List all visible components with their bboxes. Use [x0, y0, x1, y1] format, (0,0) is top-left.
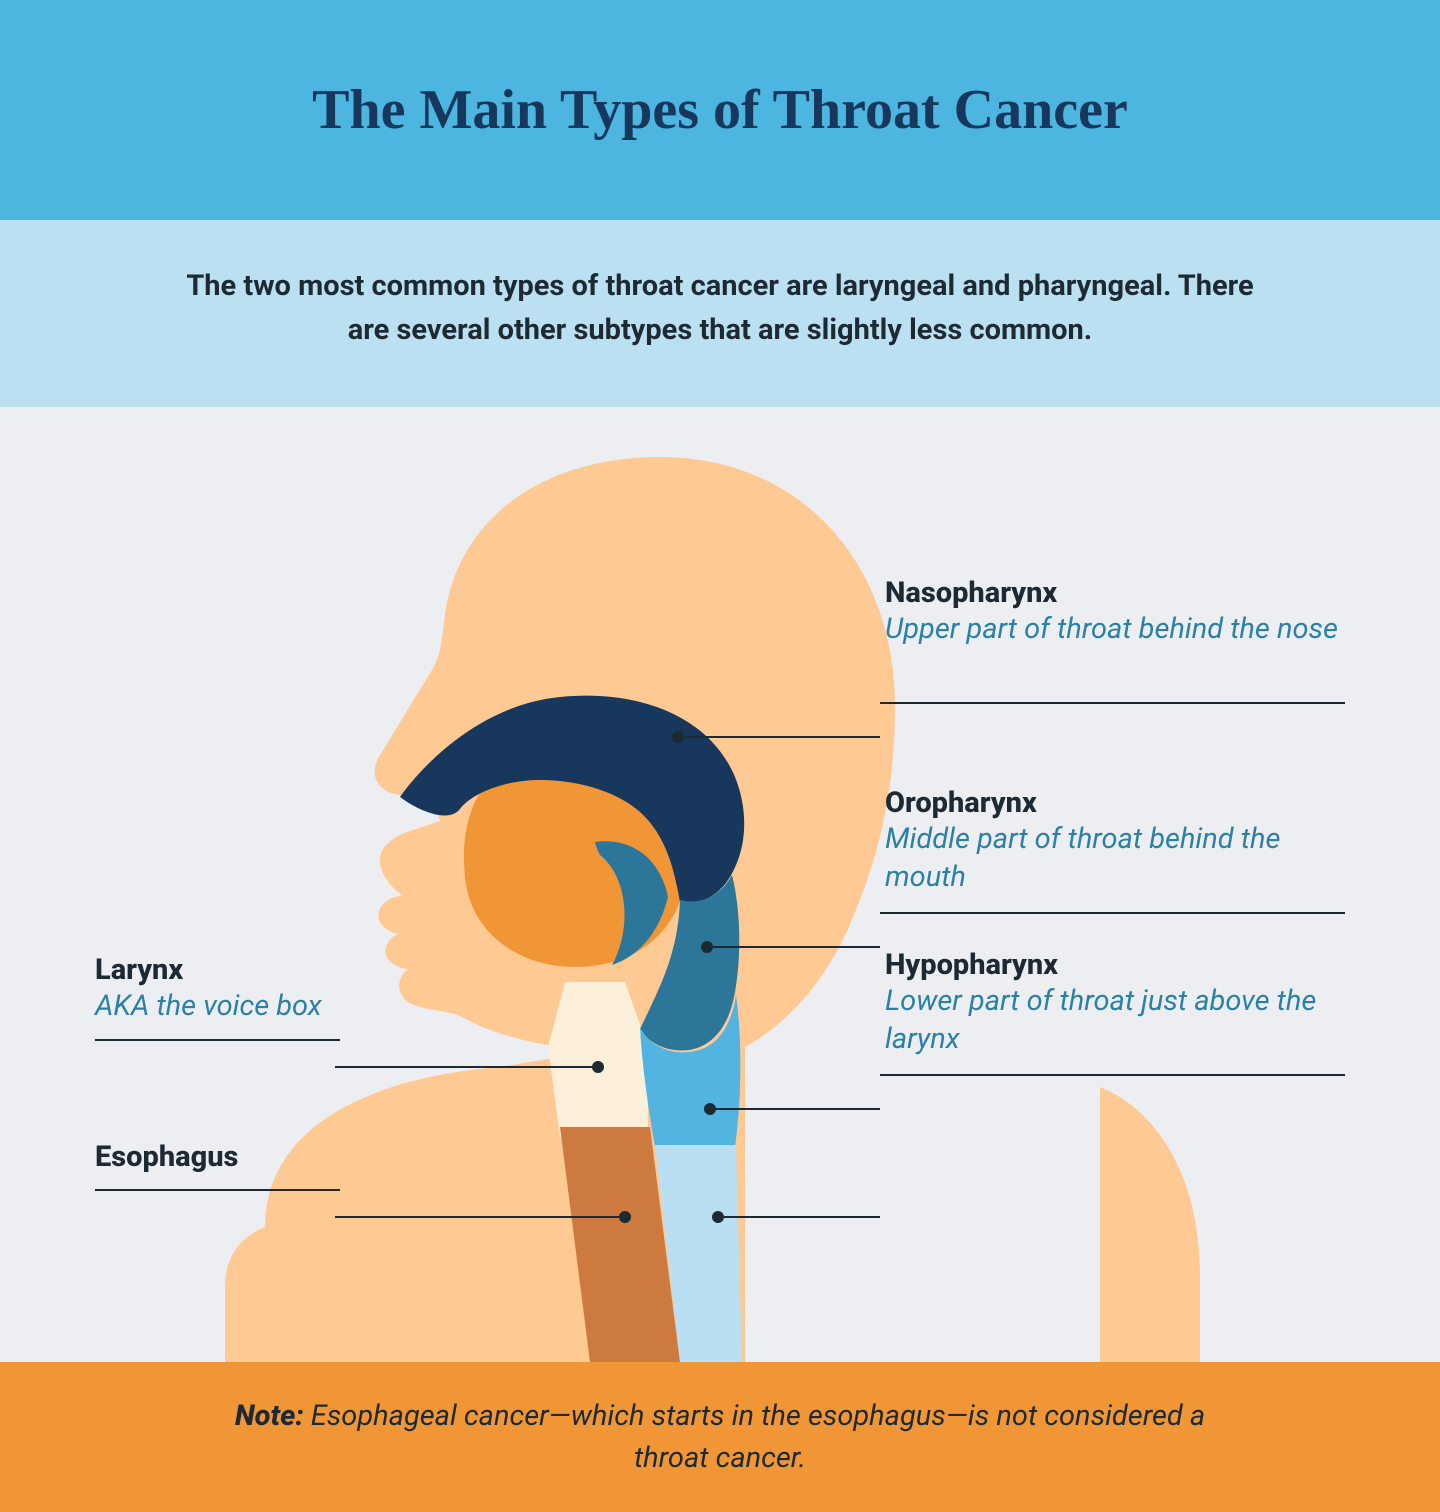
label-name: Esophagus	[95, 1139, 345, 1175]
infographic-container: The Main Types of Throat Cancer The two …	[0, 0, 1440, 1512]
header-bar: The Main Types of Throat Cancer	[0, 0, 1440, 220]
footer-note-bar: Note: Esophageal cancer—which starts in …	[0, 1362, 1440, 1512]
subtitle-text: The two most common types of throat canc…	[170, 265, 1270, 352]
subheader-bar: The two most common types of throat canc…	[0, 220, 1440, 407]
label-desc: Lower part of throat just above the lary…	[885, 983, 1345, 1058]
label-name: Oropharynx	[885, 785, 1345, 821]
note-text: Esophageal cancer—which starts in the es…	[304, 1399, 1206, 1475]
larynx-shape	[548, 982, 648, 1137]
footer-note: Note: Esophageal cancer—which starts in …	[210, 1395, 1230, 1479]
label-underline	[880, 1074, 1345, 1076]
label-name: Hypopharynx	[885, 947, 1345, 983]
label-underline	[880, 912, 1345, 914]
label-underline	[95, 1189, 340, 1191]
label-oropharynx: Oropharynx Middle part of throat behind …	[885, 785, 1345, 897]
label-esophagus: Esophagus	[95, 1139, 345, 1175]
label-name: Nasopharynx	[885, 575, 1345, 611]
label-desc: Upper part of throat behind the nose	[885, 611, 1345, 649]
label-name: Larynx	[95, 952, 345, 988]
label-larynx: Larynx AKA the voice box	[95, 952, 345, 1026]
label-desc: Middle part of throat behind the mouth	[885, 821, 1345, 896]
label-underline	[880, 702, 1345, 704]
anatomy-diagram: Nasopharynx Upper part of throat behind …	[0, 407, 1440, 1362]
label-nasopharynx: Nasopharynx Upper part of throat behind …	[885, 575, 1345, 649]
label-hypopharynx: Hypopharynx Lower part of throat just ab…	[885, 947, 1345, 1059]
label-underline	[95, 1039, 340, 1041]
note-label: Note:	[235, 1399, 304, 1433]
page-title: The Main Types of Throat Cancer	[312, 78, 1128, 142]
label-desc: AKA the voice box	[95, 988, 345, 1026]
